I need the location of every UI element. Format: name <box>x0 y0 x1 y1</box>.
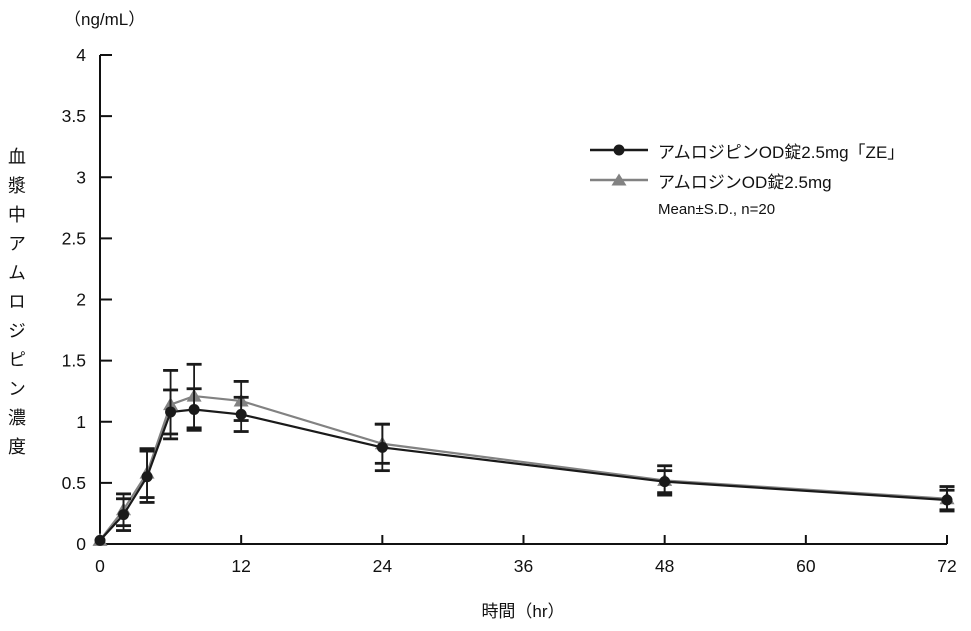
y-tick-label: 2.5 <box>62 228 86 248</box>
legend: アムロジピンOD錠2.5mg「ZE」 アムロジンOD錠2.5mg Mean±S.… <box>590 135 904 223</box>
triangle-series-marker-icon <box>590 173 648 186</box>
y-tick-label: 0 <box>76 534 86 554</box>
x-tick-label: 36 <box>514 556 533 576</box>
y-axis-title: 血漿中アムロジピン濃度 <box>6 147 26 466</box>
y-axis-units-label: （ng/mL） <box>64 10 146 29</box>
y-tick-label: 3.5 <box>62 106 86 126</box>
y-tick-label: 4 <box>76 45 86 65</box>
x-axis-ticks: 0 12 24 36 48 60 72 <box>95 535 957 576</box>
legend-item-ze: アムロジピンOD錠2.5mg「ZE」 <box>590 135 904 165</box>
y-tick-label: 1.5 <box>62 351 86 371</box>
legend-note-mean-sd: Mean±S.D., n=20 <box>658 200 776 218</box>
x-tick-label: 48 <box>655 556 674 576</box>
legend-label-ze: アムロジピンOD錠2.5mg「ZE」 <box>658 142 905 162</box>
x-axis-title: 時間（hr） <box>481 602 565 621</box>
error-bars <box>116 362 955 532</box>
circle-series-marker-icon <box>590 144 648 156</box>
y-tick-label: 3 <box>76 167 86 187</box>
x-tick-label: 60 <box>796 556 816 576</box>
axes <box>99 55 948 545</box>
legend-label-amlodin: アムロジンOD錠2.5mg <box>658 172 832 192</box>
y-axis-ticks: 0 0.5 1 1.5 2 2.5 3 3.5 4 <box>62 45 112 554</box>
y-tick-label: 1 <box>76 412 86 432</box>
x-tick-label: 24 <box>373 556 393 576</box>
x-tick-label: 12 <box>231 556 250 576</box>
legend-item-amlodin: アムロジンOD錠2.5mg <box>590 165 904 195</box>
x-tick-label: 0 <box>95 556 105 576</box>
y-tick-label: 2 <box>76 290 86 310</box>
x-tick-label: 72 <box>937 556 956 576</box>
y-tick-label: 0.5 <box>62 473 86 493</box>
series-ze <box>94 404 953 546</box>
